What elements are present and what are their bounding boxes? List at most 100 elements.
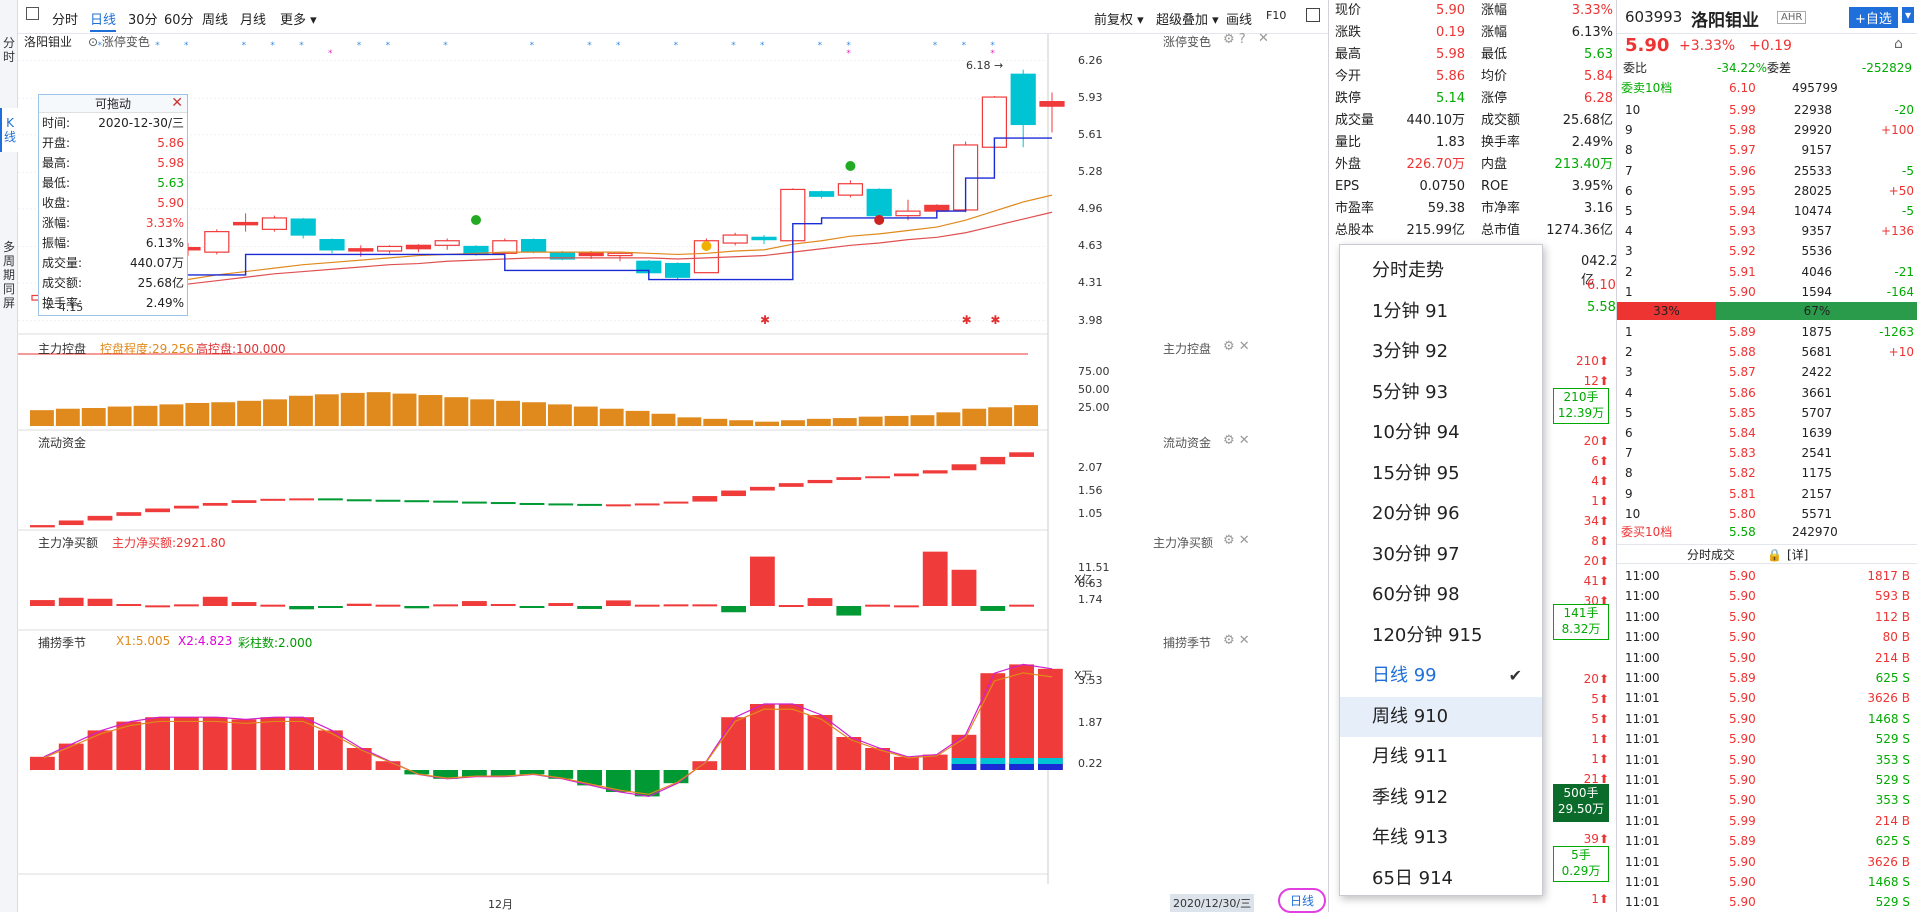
trade-price: 5.90	[1729, 895, 1756, 910]
p2-title: 主力控盘	[38, 342, 87, 356]
tooltip-row: 振幅: 6.13%	[39, 233, 187, 253]
tab-timeshare[interactable]: 分时	[52, 13, 79, 28]
f10-button[interactable]: F10	[1266, 9, 1287, 22]
tick-volume: 41⬆	[1583, 574, 1609, 588]
trade-price: 5.90	[1729, 650, 1756, 665]
trade-time: 11:00	[1625, 671, 1660, 685]
period-menu-item[interactable]: 60分钟 98	[1340, 575, 1542, 615]
period-menu-item[interactable]: 3分钟 92	[1340, 332, 1542, 372]
quote-value: 0.19	[1436, 25, 1465, 40]
overlay-dropdown[interactable]: 超级叠加 ▾	[1156, 13, 1219, 28]
trade-time: 11:00	[1625, 650, 1660, 665]
sidebar-tab-multiperiod[interactable]: 多周期同屏	[2, 240, 15, 310]
p4-y-tick: 1.74	[1078, 593, 1103, 607]
more-dropdown[interactable]: 更多 ▾	[280, 13, 317, 28]
draw-line-button[interactable]: 画线	[1226, 13, 1253, 28]
trade-price: 5.90	[1729, 752, 1756, 767]
tab-30min[interactable]: 30分	[128, 13, 158, 28]
period-menu-item[interactable]: 65日 914	[1340, 859, 1542, 899]
tab-monthly[interactable]: 月线	[240, 13, 267, 28]
candle-body	[837, 183, 864, 196]
p4-settings-icon[interactable]: ⚙ ✕	[1223, 533, 1250, 548]
tab-weekly[interactable]: 周线	[202, 13, 229, 28]
trade-price: 5.90	[1729, 793, 1756, 808]
indicator-select[interactable]: ⊙ 涨停变色	[88, 35, 150, 49]
tooltip-close-icon[interactable]: ✕	[171, 95, 183, 111]
panel-toggle-icon[interactable]	[1306, 8, 1320, 22]
period-menu-item[interactable]: 月线 911	[1340, 737, 1542, 777]
trade-row: 11:01 5.90 529 S	[1617, 729, 1917, 749]
period-menu-item[interactable]: 20分钟 96	[1340, 494, 1542, 534]
adjust-dropdown[interactable]: 前复权 ▾	[1094, 13, 1144, 28]
sell-top-price: 6.10	[1729, 81, 1756, 95]
period-menu-item[interactable]: 120分钟 915	[1340, 616, 1542, 656]
p2-bar	[444, 397, 469, 426]
ask-level: 7	[1625, 163, 1633, 178]
period-menu-label: 分时走势	[1372, 260, 1444, 281]
period-menu-item[interactable]: 日线 99 ✔	[1340, 656, 1542, 696]
main-close-icon[interactable]: ✕	[1258, 31, 1269, 46]
signal-star: *	[98, 41, 103, 51]
ask-price: 5.97	[1729, 143, 1756, 158]
buy-ratio: 33%	[1617, 302, 1716, 320]
trade-signal-marker	[874, 215, 885, 225]
quote-value: 226.70万	[1406, 157, 1466, 172]
lock-icon[interactable]: 🔒	[1767, 548, 1782, 562]
trades-detail-link[interactable]: [详]	[1787, 548, 1809, 562]
watchlist-dropdown-icon[interactable]: ▾	[1902, 7, 1915, 23]
trade-time: 11:01	[1625, 813, 1660, 828]
main-settings-icon[interactable]: ⚙ ?	[1223, 32, 1246, 47]
ohlc-tooltip[interactable]: 可拖动 ✕ 时间: 2020-12-30/三 开盘: 5.86 最高: 5.98 最低: 5.…	[38, 94, 188, 316]
p5-bar	[721, 717, 746, 770]
p2-settings-icon[interactable]: ⚙ ✕	[1223, 339, 1250, 354]
period-menu-item[interactable]: 分时走势	[1340, 251, 1542, 291]
ask-row: 8 5.97 9157	[1617, 140, 1917, 160]
large-order-amt: 12.39万	[1557, 406, 1605, 420]
p5-settings-icon[interactable]: ⚙ ✕	[1223, 633, 1250, 648]
layout-icon[interactable]	[26, 7, 39, 20]
quote-label: 今开	[1335, 69, 1362, 84]
ask-level: 8	[1625, 143, 1633, 158]
period-menu-item[interactable]: 30分钟 97	[1340, 535, 1542, 575]
p3-bar	[433, 500, 458, 503]
p3-settings-icon[interactable]: ⚙ ✕	[1223, 433, 1250, 448]
trade-time: 11:01	[1625, 854, 1660, 869]
period-menu-item[interactable]: 5分钟 93	[1340, 373, 1542, 413]
p5-bar	[548, 770, 574, 779]
period-menu[interactable]: 分时走势 1分钟 91 3分钟 92 5分钟 93 10分钟 94 15分钟 95 20分钟…	[1339, 244, 1543, 896]
tick-volume: 210⬆	[1576, 354, 1609, 368]
period-menu-item[interactable]: 周线 910	[1340, 696, 1542, 737]
weibi-value: -34.22%	[1717, 61, 1768, 75]
period-indicator[interactable]: 日线	[1278, 888, 1327, 913]
tab-60min[interactable]: 60分	[164, 13, 194, 28]
ask-volume: 9357	[1801, 224, 1832, 239]
chart-svg: * * * * * * * * * * * * * * * * * * * ** * *✱ ✱ ✱	[18, 34, 1065, 884]
period-menu-item[interactable]: 1分钟 91	[1340, 292, 1542, 332]
bottom-signal-star: ✱	[962, 313, 972, 327]
signal-star: *	[443, 41, 448, 51]
period-menu-item[interactable]: 年线 913	[1340, 818, 1542, 858]
p3-bar	[577, 503, 602, 506]
add-watchlist-button[interactable]: +自选	[1849, 7, 1898, 28]
sidebar-tab-kline[interactable]: K线	[0, 108, 18, 152]
signal-star: *	[587, 41, 592, 51]
trade-volume: 3626 B	[1867, 854, 1910, 869]
ask-level: 10	[1625, 103, 1641, 117]
p5-bar	[346, 748, 372, 770]
ask-volume: 28025	[1793, 183, 1832, 198]
tab-daily[interactable]: 日线	[90, 9, 117, 32]
chart-toolbar: 分时 日线 30分 60分 周线 月线 更多 ▾ 前复权 ▾ 超级叠加 ▾ 画线…	[18, 0, 1328, 34]
p2-bar	[625, 410, 650, 426]
sidebar-tab-timeshare[interactable]: 分时	[2, 36, 15, 64]
p4-bar	[433, 604, 458, 607]
period-menu-item[interactable]: 季线 912	[1340, 778, 1542, 818]
large-order-box: 141手 8.32万	[1553, 604, 1609, 640]
tick-volume: 12⬆	[1583, 374, 1609, 388]
p5-bar	[404, 770, 430, 775]
kline-chart-area[interactable]: * * * * * * * * * * * * * * * * * * * * * * * ✱ ✱ ✱ 洛阳钼业 ⊙ 涨停变色 涨…	[18, 31, 1328, 913]
p5-y-tick: 1.87	[1078, 715, 1103, 729]
period-menu-item[interactable]: 10分钟 94	[1340, 413, 1542, 453]
lock-icon[interactable]: ⌂	[1894, 36, 1903, 52]
period-menu-item[interactable]: 15分钟 95	[1340, 454, 1542, 494]
ahr-badge[interactable]: AHR	[1777, 11, 1807, 24]
